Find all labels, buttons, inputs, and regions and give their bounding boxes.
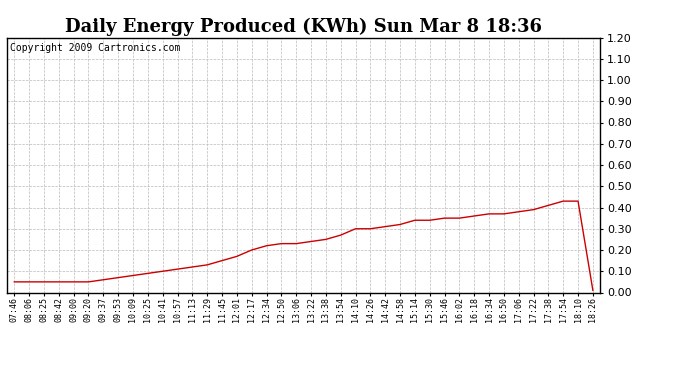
Title: Daily Energy Produced (KWh) Sun Mar 8 18:36: Daily Energy Produced (KWh) Sun Mar 8 18… <box>65 18 542 36</box>
Text: Copyright 2009 Cartronics.com: Copyright 2009 Cartronics.com <box>10 43 180 52</box>
